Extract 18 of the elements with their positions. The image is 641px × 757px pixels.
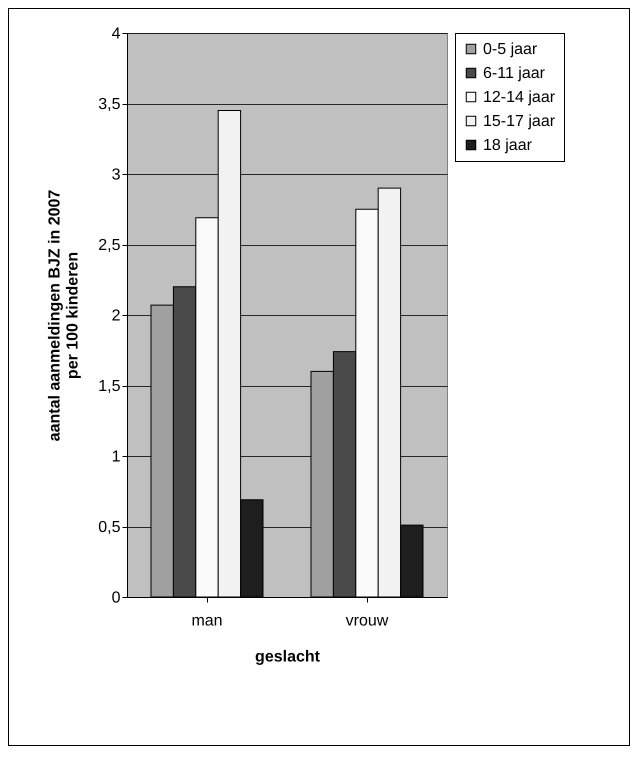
legend-label: 6-11 jaar xyxy=(483,65,546,82)
legend-label: 12-14 jaar xyxy=(483,89,556,106)
y-axis-title: aantal aanmeldingen BJZ in 2007 per 100 kinderen xyxy=(46,190,82,442)
legend-label: 0-5 jaar xyxy=(483,41,538,58)
y-tick-label: 0,5 xyxy=(98,519,121,536)
x-axis-title: geslacht xyxy=(255,648,321,666)
y-tick-label: 2 xyxy=(112,308,121,324)
y-tick-label: 0 xyxy=(112,590,121,606)
y-tick-label: 2,5 xyxy=(98,237,121,254)
y-tick-label: 3,5 xyxy=(98,96,121,113)
x-tick-label: vrouw xyxy=(346,612,389,630)
legend-label: 18 jaar xyxy=(483,137,533,154)
y-tick-label: 3 xyxy=(112,166,121,184)
legend-label: 15-17 jaar xyxy=(483,113,556,130)
y-tick-label: 1,5 xyxy=(98,378,121,395)
x-tick-label: man xyxy=(191,612,223,630)
y-tick-label: 1 xyxy=(112,448,121,466)
y-tick-label: 4 xyxy=(112,26,121,42)
